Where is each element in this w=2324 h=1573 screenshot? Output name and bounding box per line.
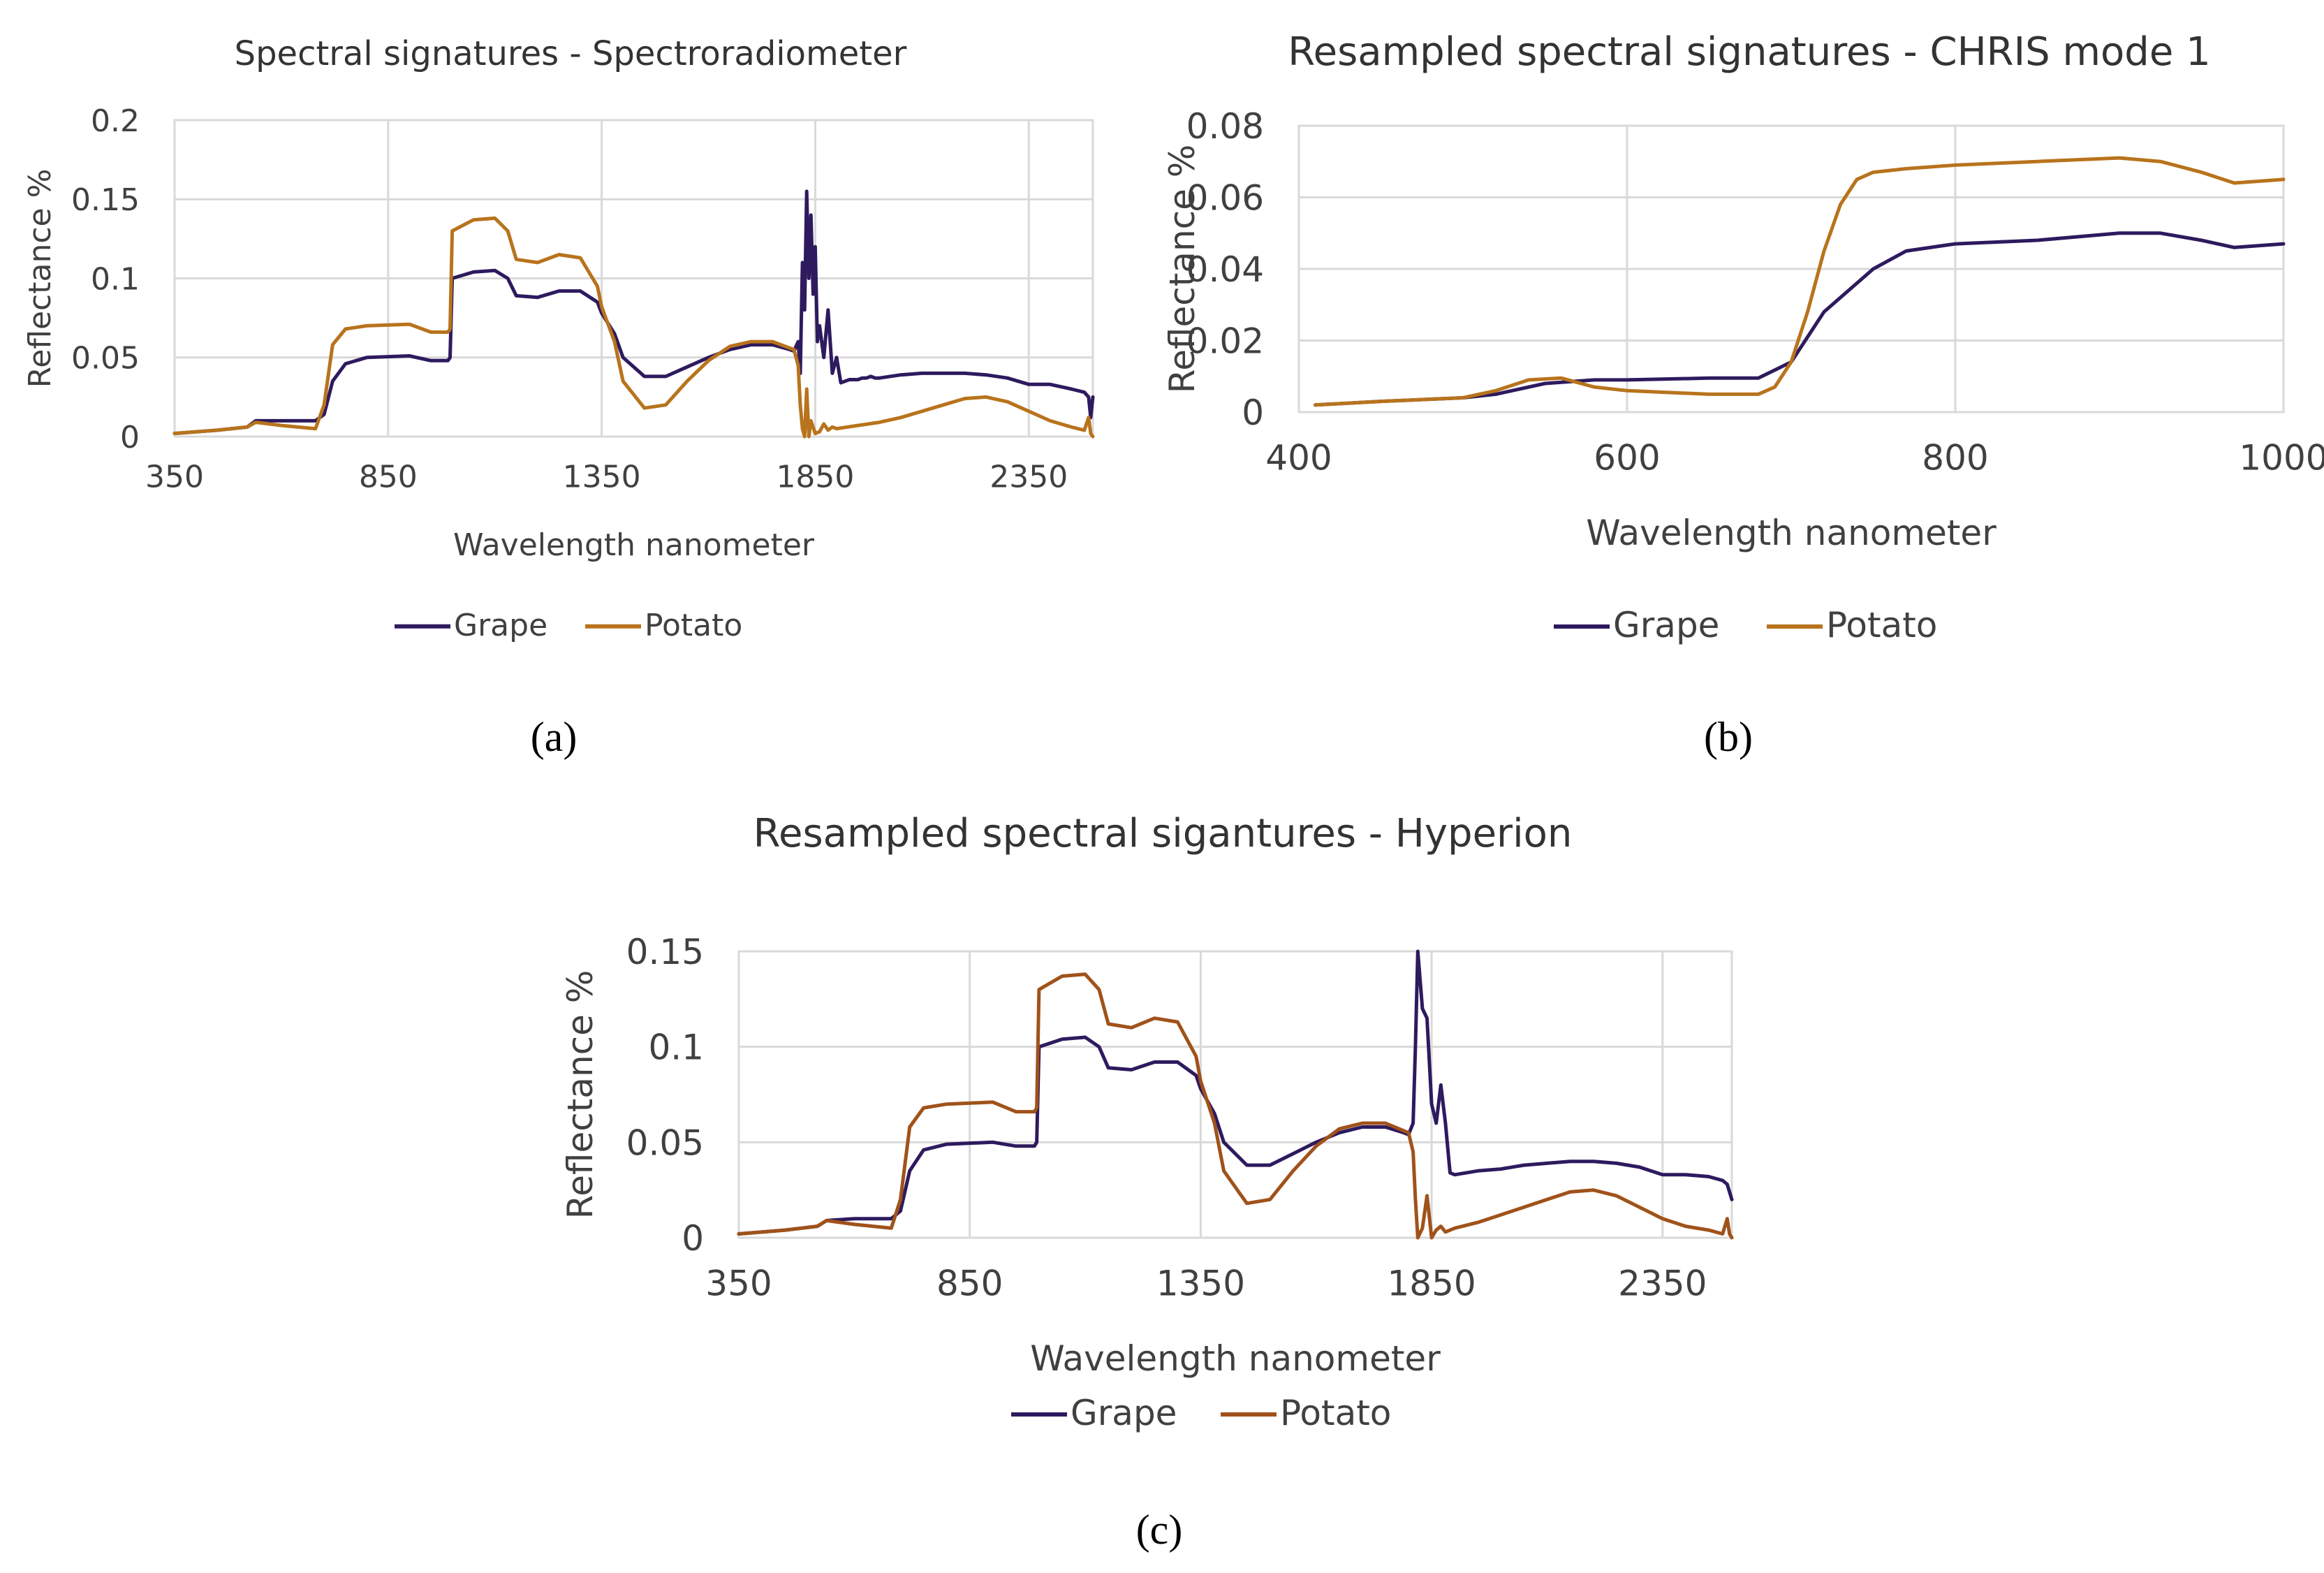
x-tick-label: 1850	[1387, 1264, 1476, 1304]
x-tick-label: 1850	[776, 460, 854, 495]
series-line-potato	[172, 216, 1095, 439]
chart-a: Spectral signatures - Spectroradiometer 0…	[22, 34, 1095, 760]
y-tick-label: 0.2	[91, 103, 140, 139]
legend-label-grape: Grape	[1071, 1393, 1177, 1433]
plot-area	[737, 950, 1733, 1239]
chart-title: Spectral signatures - Spectroradiometer	[235, 34, 907, 73]
series-line-grape	[1314, 231, 2286, 407]
y-tick-label: 0	[120, 420, 140, 455]
x-tick-label: 1000	[2239, 438, 2324, 478]
chart-b: Resampled spectral signatures - CHRIS mo…	[1162, 29, 2324, 760]
y-tick-label: 0	[682, 1218, 704, 1259]
y-tick-label: 0.04	[1186, 249, 1264, 290]
x-axis-label: Wavelength nanometer	[1030, 1338, 1441, 1379]
y-axis-label: Reflectance %	[560, 970, 601, 1220]
y-tick-label: 0.15	[626, 932, 704, 972]
x-tick-label: 350	[145, 460, 204, 495]
legend-label-potato: Potato	[645, 608, 742, 643]
x-tick-label: 1350	[563, 460, 641, 495]
series-line-grape	[737, 949, 1734, 1236]
x-tick-label: 400	[1265, 438, 1332, 478]
legend-label-potato: Potato	[1826, 605, 1937, 645]
chart-title: Resampled spectral sigantures - Hyperion	[753, 811, 1573, 856]
chart-title: Resampled spectral signatures - CHRIS mo…	[1288, 29, 2210, 75]
y-tick-label: 0.06	[1186, 178, 1264, 219]
x-tick-label: 850	[936, 1264, 1003, 1304]
x-axis-label: Wavelength nanometer	[1586, 513, 1996, 553]
x-tick-label: 600	[1594, 438, 1660, 478]
y-axis-label: Reflectance %	[22, 169, 58, 388]
panel-label: (a)	[531, 714, 578, 760]
x-tick-label: 800	[1922, 438, 1988, 478]
panel-label: (c)	[1136, 1507, 1183, 1553]
x-tick-label: 1350	[1156, 1264, 1245, 1304]
x-tick-label: 2350	[990, 460, 1068, 495]
x-tick-label: 850	[359, 460, 418, 495]
y-tick-label: 0	[1242, 393, 1264, 433]
series-line-potato	[1314, 156, 2286, 407]
y-tick-label: 0.1	[648, 1027, 704, 1068]
y-tick-label: 0.08	[1186, 106, 1264, 147]
x-axis-label: Wavelength nanometer	[453, 527, 815, 563]
y-tick-label: 0.05	[626, 1122, 704, 1163]
x-tick-label: 2350	[1618, 1264, 1707, 1304]
chart-c: Resampled spectral sigantures - Hyperion…	[560, 811, 1734, 1553]
y-tick-label: 0.05	[71, 341, 140, 376]
series-line-potato	[737, 972, 1734, 1240]
y-tick-label: 0.02	[1186, 321, 1264, 362]
y-axis-label: Reflectance %	[1162, 145, 1203, 394]
y-tick-label: 0.15	[71, 182, 140, 218]
y-tick-label: 0.1	[91, 261, 140, 297]
legend-label-grape: Grape	[1613, 605, 1719, 645]
legend-label-grape: Grape	[454, 608, 547, 643]
x-tick-label: 350	[705, 1264, 772, 1304]
panel-label: (b)	[1704, 714, 1753, 760]
legend-label-potato: Potato	[1280, 1393, 1391, 1433]
